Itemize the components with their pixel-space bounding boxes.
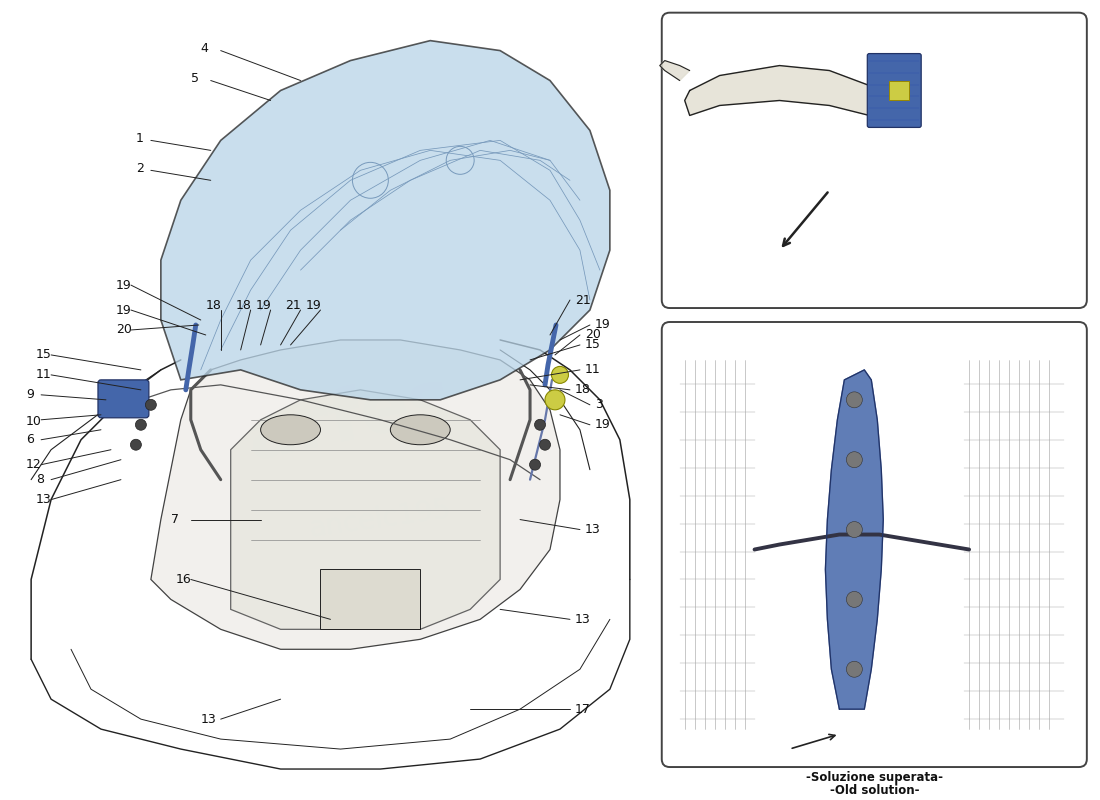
Circle shape	[846, 662, 862, 678]
Text: 20: 20	[116, 323, 132, 337]
Text: 18: 18	[206, 298, 221, 311]
Text: 5: 5	[190, 72, 199, 85]
FancyBboxPatch shape	[662, 322, 1087, 767]
Text: -Soluzione superata-: -Soluzione superata-	[806, 770, 943, 783]
Text: 14: 14	[920, 233, 937, 247]
Polygon shape	[231, 390, 500, 630]
Circle shape	[535, 419, 546, 430]
Text: 11: 11	[585, 363, 601, 376]
Text: 19: 19	[116, 278, 132, 291]
Text: 2: 2	[136, 162, 144, 175]
Text: 13: 13	[201, 713, 217, 726]
Circle shape	[551, 366, 569, 383]
Text: 19: 19	[255, 298, 272, 311]
Text: 19: 19	[306, 298, 321, 311]
Text: 20: 20	[759, 358, 775, 371]
Circle shape	[846, 392, 862, 408]
Text: 19: 19	[595, 318, 610, 331]
Text: 19: 19	[116, 303, 132, 317]
FancyBboxPatch shape	[662, 13, 1087, 308]
Text: 1: 1	[136, 132, 144, 145]
Polygon shape	[660, 61, 690, 81]
Text: 12: 12	[26, 458, 42, 471]
Text: ancelc195: ancelc195	[308, 496, 453, 543]
Text: 17: 17	[575, 702, 591, 716]
Text: 18: 18	[575, 383, 591, 396]
Text: 15: 15	[585, 338, 601, 351]
Text: 8: 8	[36, 473, 44, 486]
Ellipse shape	[390, 414, 450, 445]
Bar	[320, 570, 420, 630]
FancyBboxPatch shape	[98, 380, 148, 418]
Circle shape	[539, 439, 550, 450]
FancyBboxPatch shape	[867, 54, 921, 127]
Text: -Old solution-: -Old solution-	[829, 785, 918, 798]
Text: 11: 11	[36, 368, 52, 382]
Text: 6: 6	[26, 434, 34, 446]
Polygon shape	[684, 66, 879, 115]
Ellipse shape	[261, 414, 320, 445]
Polygon shape	[151, 340, 560, 650]
Text: 13: 13	[575, 613, 591, 626]
Polygon shape	[825, 370, 883, 709]
Text: 3: 3	[595, 398, 603, 411]
Circle shape	[846, 522, 862, 538]
Text: 10: 10	[26, 415, 42, 428]
Text: 19: 19	[595, 418, 610, 431]
Circle shape	[529, 459, 540, 470]
Text: 18: 18	[235, 298, 252, 311]
Circle shape	[846, 591, 862, 607]
Text: 4: 4	[201, 42, 209, 55]
Text: 16: 16	[176, 573, 191, 586]
Circle shape	[145, 399, 156, 410]
Text: 7: 7	[170, 513, 179, 526]
Text: 15: 15	[36, 349, 52, 362]
Circle shape	[131, 439, 142, 450]
Text: 21: 21	[286, 298, 301, 311]
Text: 13: 13	[585, 523, 601, 536]
Text: 20: 20	[585, 329, 601, 342]
Polygon shape	[161, 41, 609, 400]
Text: 13: 13	[36, 493, 52, 506]
Text: 3: 3	[975, 533, 982, 546]
Circle shape	[846, 452, 862, 468]
Circle shape	[135, 419, 146, 430]
Circle shape	[544, 390, 565, 410]
Text: arfes: arfes	[242, 365, 460, 475]
Bar	[889, 81, 910, 101]
Text: 9: 9	[26, 388, 34, 402]
Text: 21: 21	[575, 294, 591, 306]
